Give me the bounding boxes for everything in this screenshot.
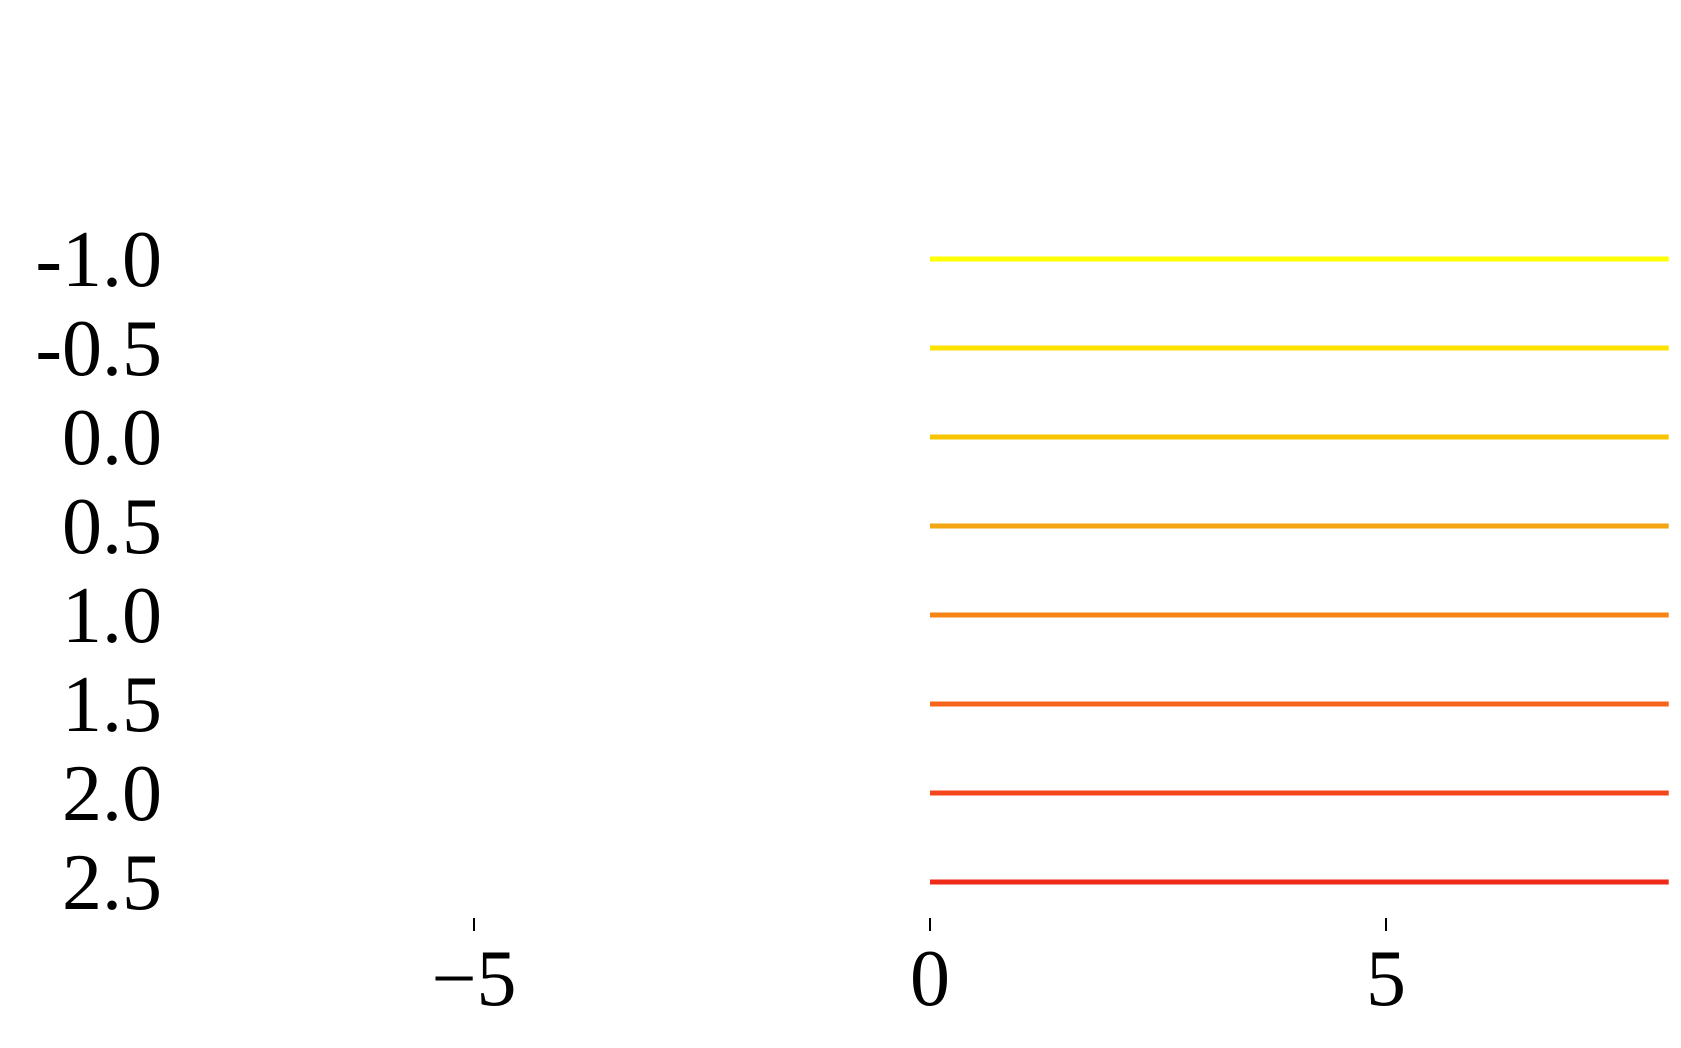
- y-tick-label: 2.0: [62, 750, 162, 838]
- x-tick-label: −5: [431, 935, 516, 1023]
- y-tick-label: 0.0: [62, 394, 162, 482]
- y-tick-label: 1.0: [62, 572, 162, 660]
- y-tick-label: -0.5: [35, 305, 162, 393]
- x-axis: −5 0 5: [431, 918, 1406, 1023]
- y-tick-label: -1.0: [35, 216, 162, 304]
- y-axis: -1.0-0.50.00.51.01.52.02.5: [35, 216, 162, 927]
- series-layer: [930, 256, 1669, 885]
- x-tick-label: 5: [1366, 935, 1406, 1023]
- y-tick-label: 2.5: [62, 839, 162, 927]
- x-tick-label: 0: [910, 935, 950, 1023]
- y-tick-label: 1.5: [62, 661, 162, 749]
- y-tick-label: 0.5: [62, 483, 162, 571]
